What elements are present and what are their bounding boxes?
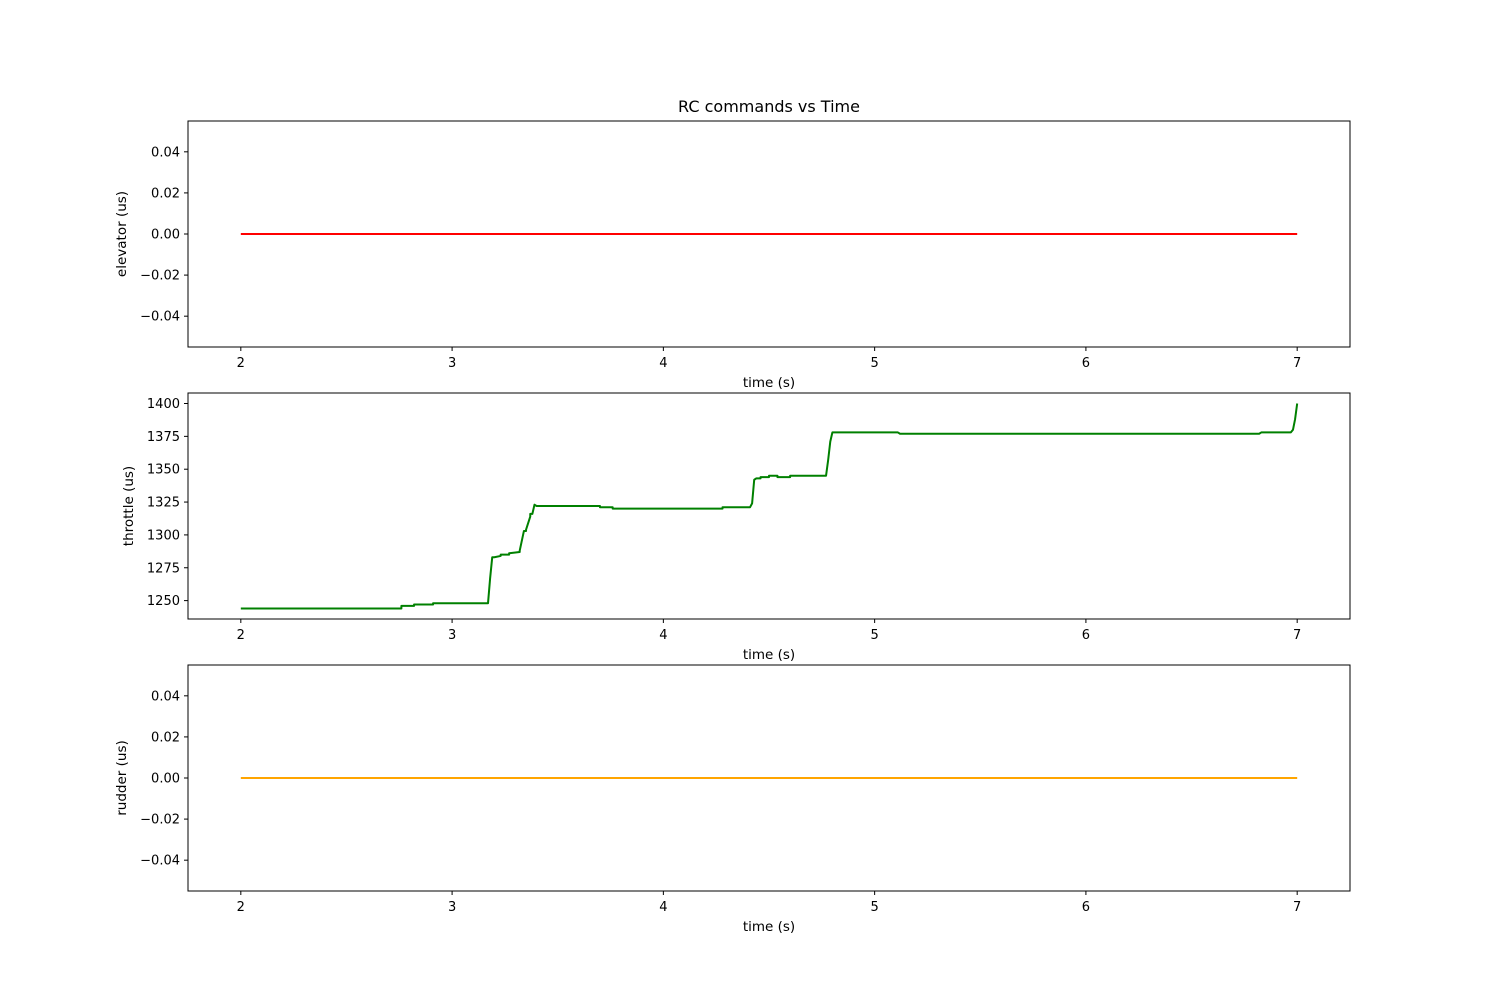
subplots: 2 3 4 5 6 7 0.04 0.02 0.00 −0.02 −0.04 time (s) elev… (114, 120, 1351, 935)
throttle-y-tick-label: 1325 (147, 496, 180, 511)
elevator-y-tick-label: −0.02 (140, 269, 180, 284)
throttle-axes-frame (187, 392, 1351, 620)
elevator-y-axis-label: elevator (us) (114, 191, 130, 277)
throttle-y-tick-label: 1375 (147, 430, 180, 445)
rudder-x-tick-label: 2 (237, 900, 245, 915)
rudder-x-axis-label: time (s) (743, 919, 795, 935)
rudder-y-tick-label: 0.04 (151, 689, 180, 704)
throttle-x-tick-label: 6 (1082, 628, 1090, 643)
rudder-y-tick-label: 0.02 (151, 730, 180, 745)
elevator-x-tick-label: 4 (659, 356, 667, 371)
throttle-y-tick-label: 1400 (147, 397, 180, 412)
elevator-x-axis-label: time (s) (743, 375, 795, 391)
throttle-y-tick-label: 1300 (147, 528, 180, 543)
elevator-x-tick-label: 6 (1082, 356, 1090, 371)
elevator-x-tick-label: 7 (1293, 356, 1301, 371)
rudder-x-tick-label: 4 (659, 900, 667, 915)
elevator-y-tick-label: 0.02 (151, 186, 180, 201)
rudder-y-tick-label: −0.04 (140, 854, 180, 869)
rudder-x-tick-label: 6 (1082, 900, 1090, 915)
throttle-x-tick-label: 4 (659, 628, 667, 643)
elevator-x-tick-label: 5 (870, 356, 878, 371)
throttle-x-tick-label: 2 (237, 628, 245, 643)
throttle-x-tick-label: 5 (870, 628, 878, 643)
throttle-y-tick-label: 1350 (147, 463, 180, 478)
elevator-x-tick-label: 3 (448, 356, 456, 371)
throttle-series-line (240, 403, 1299, 610)
elevator-y-tick-label: −0.04 (140, 310, 180, 325)
throttle-y-axis-label: throttle (us) (121, 466, 137, 546)
rudder-x-tick-label: 7 (1293, 900, 1301, 915)
rudder-x-tick-label: 3 (448, 900, 456, 915)
throttle-y-tick-label: 1250 (147, 594, 180, 609)
rudder-y-tick-label: −0.02 (140, 813, 180, 828)
subplot-rudder: 2 3 4 5 6 7 0.04 0.02 0.00 −0.02 −0.04 time (s) rudd… (114, 664, 1351, 935)
throttle-x-axis-label: time (s) (743, 647, 795, 663)
elevator-y-tick-label: 0.04 (151, 145, 180, 160)
elevator-x-tick-label: 2 (237, 356, 245, 371)
subplot-elevator: 2 3 4 5 6 7 0.04 0.02 0.00 −0.02 −0.04 time (s) elev… (114, 120, 1351, 391)
throttle-x-tick-label: 3 (448, 628, 456, 643)
throttle-x-tick-label: 7 (1293, 628, 1301, 643)
rudder-y-tick-label: 0.00 (151, 772, 180, 787)
chart-title: RC commands vs Time (678, 97, 860, 116)
elevator-y-tick-label: 0.00 (151, 228, 180, 243)
subplot-throttle: 2 3 4 5 6 7 1400 1375 1350 1325 1300 1275 1250 time (… (121, 392, 1351, 663)
rudder-x-tick-label: 5 (870, 900, 878, 915)
rudder-y-axis-label: rudder (us) (114, 740, 130, 816)
throttle-y-tick-label: 1275 (147, 561, 180, 576)
